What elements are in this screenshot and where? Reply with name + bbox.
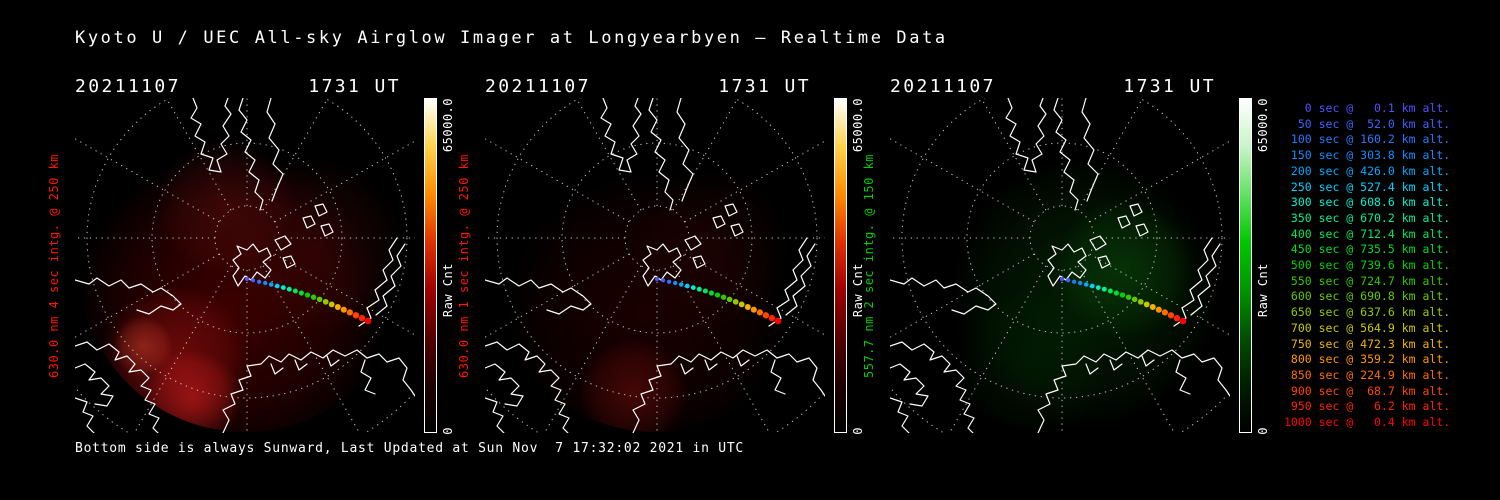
legend-entry: 250 sec @ 527.4 km alt. [1284,179,1451,194]
colorbar-axis-label: Raw Cnt [441,262,455,317]
colorbar-min-label: 0 [441,427,455,435]
legend-entry: 800 sec @ 359.2 km alt. [1284,352,1451,367]
panel-left-label: 630.0 nm 1 sec intg. @ 250 km [457,153,471,378]
colorbar [1239,98,1252,433]
colorbar [424,98,437,433]
legend-entry: 750 sec @ 472.3 km alt. [1284,336,1451,351]
colorbar-max-label: 65000.0 [441,98,455,153]
colorbar [834,98,847,433]
legend-entry: 850 sec @ 224.9 km alt. [1284,367,1451,382]
legend-entry: 300 sec @ 608.6 km alt. [1284,195,1451,210]
legend-entry: 550 sec @ 724.7 km alt. [1284,273,1451,288]
colorbar-axis-label: Raw Cnt [1256,262,1270,317]
panel: 630.0 nm 4 sec intg. @ 250 km 20211107 1… [47,76,455,435]
panel-time: 1731 UT [308,76,401,97]
panel-time: 1731 UT [718,76,811,97]
legend-entry: 900 sec @ 68.7 km alt. [1284,383,1451,398]
sky-image [75,98,415,433]
panel-time: 1731 UT [1123,76,1216,97]
sky-image [890,98,1230,433]
panel: 557.7 nm 2 sec intg. @ 150 km 20211107 1… [862,76,1270,435]
panel-date: 20211107 [890,76,996,97]
legend-entry: 100 sec @ 160.2 km alt. [1284,132,1451,147]
legend-entry: 450 sec @ 735.5 km alt. [1284,242,1451,257]
legend-entry: 700 sec @ 564.9 km alt. [1284,320,1451,335]
footer-status-text: Bottom side is always Sunward, Last Upda… [75,441,744,456]
legend: 0 sec @ 0.1 km alt. 50 sec @ 52.0 km alt… [1284,101,1450,431]
legend-entry: 50 sec @ 52.0 km alt. [1284,116,1451,131]
panel-left-label: 630.0 nm 4 sec intg. @ 250 km [47,153,61,378]
legend-entry: 1000 sec @ 0.4 km alt. [1284,415,1451,430]
panel: 630.0 nm 1 sec intg. @ 250 km 20211107 1… [457,76,865,435]
legend-entry: 400 sec @ 712.4 km alt. [1284,226,1451,241]
legend-entry: 650 sec @ 637.6 km alt. [1284,305,1451,320]
panel-left-label: 557.7 nm 2 sec intg. @ 150 km [862,153,876,378]
colorbar-max-label: 65000.0 [1256,98,1270,153]
colorbar-min-label: 0 [1256,427,1270,435]
page-title: Kyoto U / UEC All-sky Airglow Imager at … [75,28,948,48]
legend-entry: 950 sec @ 6.2 km alt. [1284,399,1451,414]
panel-date: 20211107 [485,76,591,97]
legend-entry: 150 sec @ 303.8 km alt. [1284,148,1451,163]
sky-image [485,98,825,433]
legend-entry: 500 sec @ 739.6 km alt. [1284,258,1451,273]
legend-entry: 600 sec @ 690.8 km alt. [1284,289,1451,304]
panel-date: 20211107 [75,76,181,97]
legend-entry: 0 sec @ 0.1 km alt. [1284,101,1451,115]
legend-entry: 200 sec @ 426.0 km alt. [1284,163,1451,178]
legend-entry: 350 sec @ 670.2 km alt. [1284,210,1451,225]
